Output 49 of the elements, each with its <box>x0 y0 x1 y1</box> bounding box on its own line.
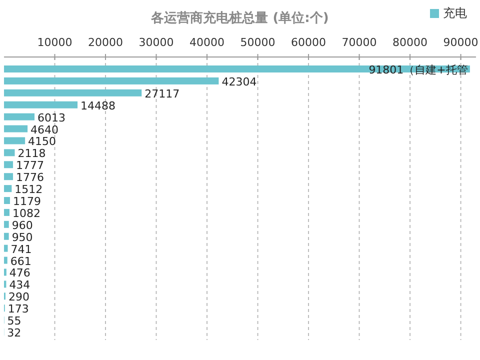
data-label: 32 <box>7 326 22 340</box>
data-label: 4640 <box>30 123 59 136</box>
data-label: 6013 <box>38 111 66 124</box>
chart-title: 各运营商充电桩总量 (单位:个) <box>150 10 329 26</box>
data-label: 1082 <box>12 206 40 220</box>
x-tick-label: 80000 <box>392 36 428 49</box>
bar <box>4 113 35 120</box>
bar <box>4 197 10 204</box>
data-label: 434 <box>9 278 30 292</box>
data-label: 42304 <box>222 75 257 88</box>
bar <box>4 256 8 264</box>
data-label: 1179 <box>12 195 41 208</box>
bar <box>4 244 8 252</box>
bar <box>4 185 12 192</box>
data-label: 4150 <box>28 135 56 148</box>
bar <box>4 101 78 108</box>
data-label: 55 <box>7 314 22 328</box>
data-label: 2118 <box>18 147 46 160</box>
bar <box>4 220 9 228</box>
data-label: 1512 <box>14 183 43 196</box>
x-tick-label: 60000 <box>291 36 326 49</box>
x-tick-label: 20000 <box>88 36 124 49</box>
x-tick-label: 70000 <box>342 36 377 49</box>
x-tick-label: 10000 <box>37 36 72 49</box>
data-label: 27117 <box>144 87 180 100</box>
bar <box>4 173 14 180</box>
data-label: 173 <box>8 302 29 316</box>
data-label: 741 <box>10 242 32 256</box>
data-label: 661 <box>10 254 32 268</box>
bar <box>4 149 15 156</box>
bar <box>4 232 9 240</box>
data-label: 14488 <box>80 99 116 112</box>
x-tick-label: 40000 <box>190 36 225 49</box>
data-label: 960 <box>12 218 33 232</box>
bar <box>4 208 10 216</box>
data-label: 1777 <box>16 159 44 172</box>
legend-label: 充电 <box>443 6 467 20</box>
data-label: 1776 <box>16 171 44 184</box>
x-tick-label: 50000 <box>240 36 276 49</box>
data-label: 290 <box>8 290 30 304</box>
bar <box>4 125 28 132</box>
x-tick-label: 90000 <box>443 36 478 49</box>
x-tick-label: 30000 <box>138 36 174 49</box>
data-label: 950 <box>12 230 33 244</box>
bar <box>4 137 26 144</box>
bar <box>4 89 142 96</box>
data-label: 476 <box>9 266 30 280</box>
bar <box>4 77 219 84</box>
bar <box>4 161 14 168</box>
